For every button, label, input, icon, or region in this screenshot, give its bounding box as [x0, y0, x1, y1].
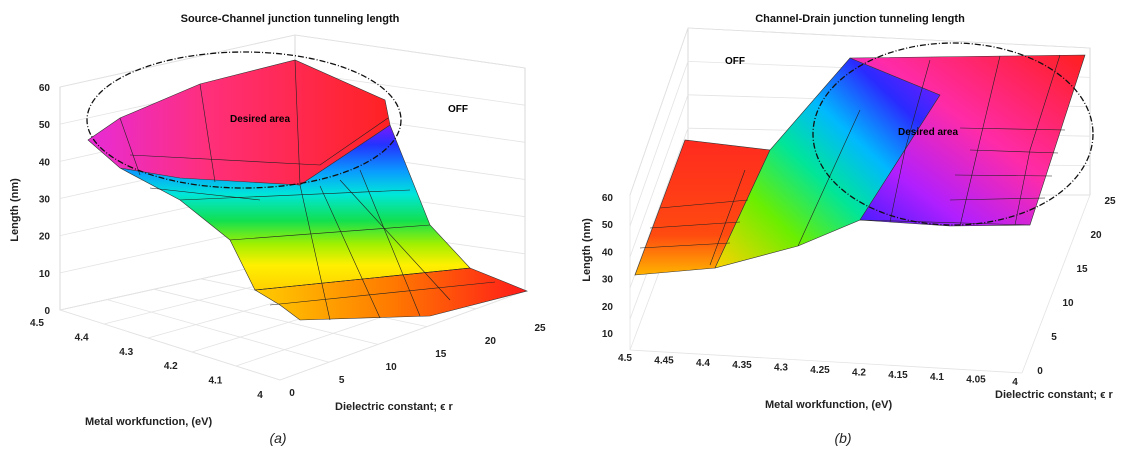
chart-a-z-tick-label: 60	[39, 83, 51, 94]
chart-a-y-tick-label: 0	[289, 388, 295, 399]
chart-b-svg: Channel-Drain junction tunneling length …	[581, 13, 1116, 446]
chart-b-x-tick-label: 4.15	[888, 370, 908, 381]
chart-b-ylabel: Dielectric constant; ϵ r	[995, 389, 1113, 401]
desired-area-ellipse-a	[86, 51, 402, 189]
chart-a-x-ticks: 4.5 4.4 4.3 4.2 4.1 4	[30, 318, 263, 401]
chart-a-z-tick-label: 0	[44, 306, 50, 317]
chart-b-y-ticks: 0 5 10 15 20 25	[1037, 196, 1116, 377]
chart-a-zlabel: Length (nm)	[9, 178, 21, 242]
chart-b-y-tick-label: 5	[1051, 332, 1057, 343]
annotation-off-a: OFF	[448, 104, 468, 115]
chart-a-z-tick-label: 30	[39, 195, 51, 206]
chart-z-gridline	[59, 34, 296, 88]
chart-b-z-tick-label: 60	[602, 193, 614, 204]
chart-a-z-ticks: 0 10 20 30 40 50 60	[39, 83, 51, 317]
chart-b-y-tick-label: 0	[1037, 366, 1043, 377]
chart-a-xlabel: Metal workfunction, (eV)	[85, 416, 212, 428]
chart-a-x-tick-label: 4.5	[30, 318, 44, 329]
chart-b-z-tick-label: 50	[602, 220, 614, 231]
chart-b-x-tick-label: 4.45	[654, 355, 674, 366]
chart-a-x-tick-label: 4	[257, 390, 263, 401]
chart-a-y-ticks: 0 5 10 15 20 25	[289, 323, 546, 399]
chart-b-xlabel: Metal workfunction, (eV)	[765, 399, 892, 411]
chart-b-title: Channel-Drain junction tunneling length	[755, 13, 965, 25]
chart-a-ylabel: Dielectric constant; ϵ r	[335, 401, 453, 413]
chart-a-x-tick-label: 4.2	[164, 361, 178, 372]
surface-b-mesh	[639, 54, 1066, 266]
chart-b-x-tick-label: 4.35	[732, 360, 752, 371]
chart-b-x-tick-label: 4	[1012, 377, 1018, 388]
chart-b-y-tick-label: 10	[1062, 298, 1074, 309]
surface-a-mesh	[119, 59, 496, 321]
chart-b-z-tick-label: 40	[602, 247, 614, 258]
chart-b-x-tick-label: 4.2	[852, 367, 866, 378]
ground-gridline	[106, 299, 330, 363]
chart-b-z-tick-label: 10	[602, 329, 614, 340]
annotation-desired-area-a: Desired area	[230, 114, 290, 125]
ground-gridline	[279, 290, 526, 381]
chart-b-x-tick-label: 4.5	[618, 353, 632, 364]
chart-z-gridline	[629, 61, 689, 227]
chart-a-y-tick-label: 5	[339, 375, 345, 386]
chart-a-x-tick-label: 4.1	[208, 376, 222, 387]
caption-a: (a)	[269, 430, 286, 446]
chart-panel-b: Channel-Drain junction tunneling length …	[560, 0, 1127, 453]
surface-a-plateau	[87, 59, 391, 186]
chart-b-x-tick-label: 4.05	[966, 375, 986, 386]
chart-a-y-tick-label: 20	[485, 336, 497, 347]
chart-b-x-tick-label: 4.1	[930, 372, 944, 383]
chart-b-surface	[634, 54, 1086, 276]
ground-gridline	[153, 288, 379, 345]
annotation-desired-area-b: Desired area	[898, 127, 958, 138]
chart-a-title: Source-Channel junction tunneling length	[181, 13, 400, 25]
surface-b-plateau	[849, 54, 1086, 227]
chart-b-y-tick-label: 15	[1076, 264, 1088, 275]
ground-gridline	[59, 309, 281, 381]
chart-b-z-ticks: 10 20 30 40 50 60	[602, 193, 614, 340]
chart-b-z-tick-label: 30	[602, 275, 614, 286]
chart-z-gridline	[629, 94, 689, 258]
chart-z-gridline	[629, 27, 689, 196]
chart-b-y-tick-label: 25	[1104, 196, 1116, 207]
chart-panel-a: Source-Channel junction tunneling length…	[0, 0, 560, 453]
chart-z-gridline	[687, 27, 1091, 49]
chart-z-gridline	[629, 128, 689, 289]
chart-a-y-tick-label: 10	[386, 362, 398, 373]
chart-b-x-ticks: 4.5 4.45 4.4 4.35 4.3 4.25 4.2 4.15 4.1 4.05 4	[618, 353, 1018, 388]
chart-a-z-tick-label: 40	[39, 157, 51, 168]
chart-b-x-tick-label: 4.4	[696, 358, 710, 369]
chart-z-gridline	[294, 34, 526, 69]
chart-a-svg: Source-Channel junction tunneling length…	[9, 13, 546, 446]
chart-a-z-tick-label: 10	[39, 269, 51, 280]
chart-a-x-tick-label: 4.3	[119, 347, 133, 358]
chart-a-y-tick-label: 15	[435, 349, 447, 360]
chart-b-zlabel: Length (nm)	[581, 218, 593, 282]
chart-a-x-tick-label: 4.4	[75, 332, 89, 343]
annotation-off-b: OFF	[725, 56, 745, 67]
chart-a-surface	[87, 59, 528, 321]
chart-b-z-tick-label: 20	[602, 302, 614, 313]
chart-b-x-tick-label: 4.25	[810, 365, 830, 376]
desired-area-ellipse-b	[812, 42, 1094, 226]
caption-b: (b)	[834, 430, 851, 446]
chart-a-z-tick-label: 20	[39, 232, 51, 243]
chart-a-y-tick-label: 25	[534, 323, 546, 334]
chart-b-y-tick-label: 20	[1090, 230, 1102, 241]
chart-a-z-tick-label: 50	[39, 120, 51, 131]
chart-b-x-tick-label: 4.3	[774, 363, 788, 374]
